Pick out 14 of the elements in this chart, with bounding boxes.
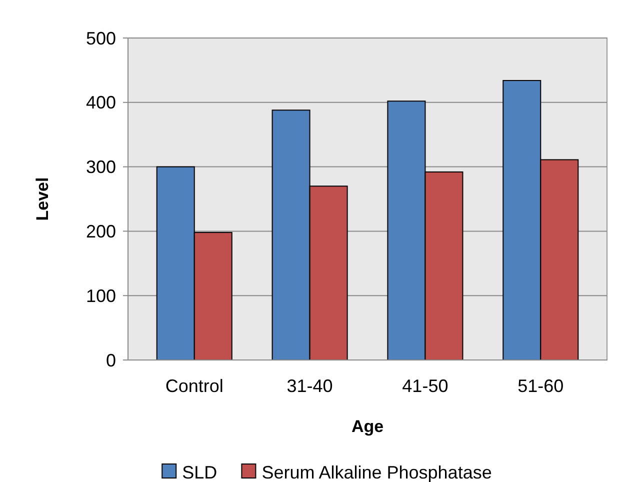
y-tick-label: 200 [86,222,116,242]
y-tick-label: 100 [86,286,116,306]
y-tick-label: 400 [86,92,116,113]
x-tick-label: 41-50 [402,376,448,396]
x-tick-label: 31-40 [286,376,333,396]
y-tick-label: 0 [106,350,116,370]
legend-label: SLD [182,462,218,482]
y-tick-label: 300 [86,157,116,178]
x-tick-label: 51-60 [518,376,564,396]
legend-label: Serum Alkaline Phosphatase [262,462,492,482]
x-tick-label: Control [165,376,224,396]
x-axis-title: Age [351,417,384,436]
y-tick-label: 500 [86,28,116,48]
y-axis-title: Level [33,177,52,221]
